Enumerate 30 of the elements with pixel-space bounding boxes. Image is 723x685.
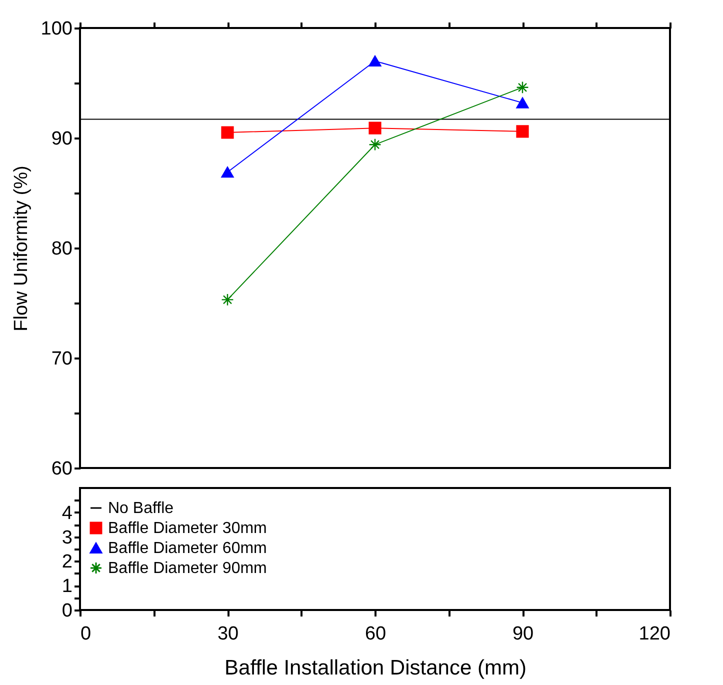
- x-axis-title: Baffle Installation Distance (mm): [224, 656, 526, 680]
- legend-label: Baffle Diameter 90mm: [108, 560, 267, 577]
- point: [221, 126, 234, 139]
- legend-label: Baffle Diameter 60mm: [108, 540, 267, 557]
- x-tick-label: 90: [512, 624, 534, 644]
- x-tick-label: 60: [364, 624, 386, 644]
- y-tick-label: 100: [40, 18, 72, 40]
- y-tick-label: 0: [62, 600, 72, 622]
- point: [516, 81, 529, 94]
- point: [516, 97, 529, 108]
- point: [221, 293, 234, 306]
- x-tick-label: 0: [80, 624, 92, 644]
- y-tick-label: 2: [62, 552, 72, 573]
- point: [221, 166, 234, 178]
- point: [516, 125, 529, 138]
- point: [368, 55, 382, 67]
- y-tick-label: 3: [62, 527, 72, 548]
- y-tick-label: 60: [51, 458, 72, 480]
- x-tick-label: 120: [638, 624, 670, 644]
- x-tick-label: 30: [217, 624, 239, 644]
- legend-label: Baffle Diameter 30mm: [108, 520, 267, 537]
- y-tick-label: 1: [62, 576, 72, 598]
- y-tick-label: 70: [51, 348, 72, 370]
- y-tick-label: 4: [62, 502, 73, 524]
- y-axis-title: Flow Uniformity (%): [10, 166, 32, 332]
- y-tick-label: 80: [51, 238, 72, 260]
- legend-label: No Baffle: [108, 500, 174, 517]
- point: [368, 122, 382, 134]
- y-tick-label: 90: [51, 128, 72, 150]
- point: [368, 138, 382, 151]
